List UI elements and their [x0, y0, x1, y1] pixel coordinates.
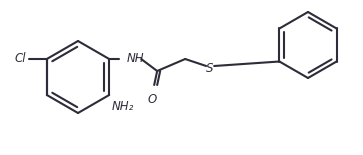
Text: O: O — [147, 93, 157, 106]
Text: S: S — [207, 62, 214, 75]
Text: NH₂: NH₂ — [112, 100, 135, 113]
Text: Cl: Cl — [14, 53, 26, 66]
Text: NH: NH — [127, 53, 145, 66]
